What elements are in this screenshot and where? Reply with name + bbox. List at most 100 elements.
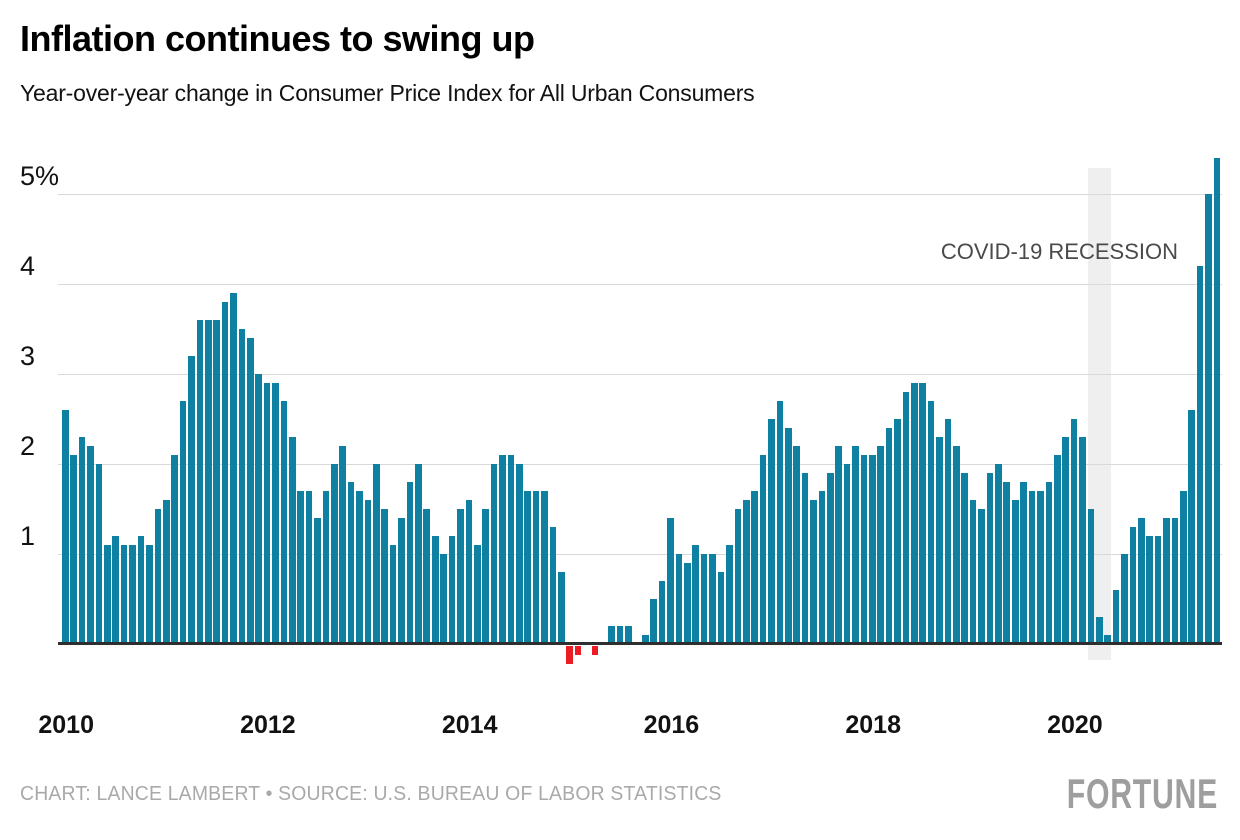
bar-2017-06 xyxy=(810,500,817,644)
bar-2012-02 xyxy=(272,383,279,644)
bar-2012-11 xyxy=(347,482,355,644)
bar-2016-06 xyxy=(709,554,716,644)
bar-2017-10 xyxy=(843,464,851,644)
bar-2010-01 xyxy=(62,410,69,644)
gridline-2 xyxy=(58,464,1222,465)
bar-2010-04 xyxy=(87,446,94,644)
bar-2014-07 xyxy=(515,464,523,644)
bar-2010-07 xyxy=(112,536,120,644)
bar-2012-03 xyxy=(280,401,288,644)
bar-2021-01 xyxy=(1171,518,1179,644)
bar-2013-08 xyxy=(423,509,431,644)
bar-2013-01 xyxy=(364,500,372,644)
bar-2018-05 xyxy=(902,392,910,644)
bar-2016-02 xyxy=(675,554,683,644)
bar-2011-05 xyxy=(196,320,204,644)
bar-2017-09 xyxy=(835,446,842,644)
bar-2013-04 xyxy=(389,545,397,644)
bar-2013-09 xyxy=(431,536,439,644)
bar-2011-09 xyxy=(230,293,237,644)
gridline-3 xyxy=(58,374,1222,375)
bar-2020-10 xyxy=(1146,536,1153,644)
bar-2014-06 xyxy=(507,455,515,644)
bar-2011-06 xyxy=(204,320,212,644)
bar-2018-11 xyxy=(953,446,960,644)
bar-2019-05 xyxy=(1003,482,1011,644)
chart-title: Inflation continues to swing up xyxy=(20,18,535,59)
bar-2018-07 xyxy=(919,383,927,644)
bar-2010-02 xyxy=(70,455,78,644)
bar-2014-02 xyxy=(473,545,481,644)
bar-2020-02 xyxy=(1079,437,1086,644)
bar-2015-07 xyxy=(616,626,624,644)
fortune-logo: FORTUNE xyxy=(1066,770,1218,817)
bar-2010-03 xyxy=(78,437,86,644)
bar-2011-02 xyxy=(171,455,178,644)
bar-2012-05 xyxy=(297,491,305,644)
bar-2013-06 xyxy=(406,482,414,644)
bar-2020-07 xyxy=(1121,554,1128,644)
recession-annotation-label: COVID-19 RECESSION xyxy=(940,239,1178,264)
bar-2011-03 xyxy=(179,401,187,644)
bar-2019-11 xyxy=(1053,455,1061,644)
bar-2012-10 xyxy=(339,446,347,644)
x-tick-label-2020: 2020 xyxy=(1047,711,1103,739)
bar-2015-02 xyxy=(574,646,582,655)
credit-line: CHART: LANCE LAMBERT • SOURCE: U.S. BURE… xyxy=(20,783,722,805)
bar-2015-12 xyxy=(658,581,666,644)
bar-2011-12 xyxy=(255,374,262,644)
bar-2018-06 xyxy=(911,383,918,644)
bar-2010-05 xyxy=(95,464,103,644)
bar-2010-06 xyxy=(104,545,111,644)
bar-2014-12 xyxy=(557,572,565,644)
bar-2016-12 xyxy=(759,455,767,644)
bar-2019-12 xyxy=(1062,437,1069,644)
y-tick-label-1: 1 xyxy=(20,521,36,551)
bar-2019-07 xyxy=(1020,482,1027,644)
bar-2018-01 xyxy=(869,455,876,644)
bar-2019-02 xyxy=(978,509,985,644)
bar-2013-07 xyxy=(415,464,422,644)
bar-2013-03 xyxy=(381,509,389,644)
y-tick-label-4: 4 xyxy=(20,251,36,281)
bar-2019-09 xyxy=(1037,491,1044,644)
bar-2012-01 xyxy=(263,383,271,644)
bar-2018-04 xyxy=(894,419,901,644)
bar-2020-09 xyxy=(1137,518,1145,644)
bar-2019-08 xyxy=(1028,491,1036,644)
bar-2016-03 xyxy=(684,563,691,644)
bar-2011-11 xyxy=(246,338,254,644)
bar-2017-07 xyxy=(818,491,826,644)
bar-2015-04 xyxy=(591,646,599,655)
bar-2014-10 xyxy=(541,491,548,644)
bar-2016-05 xyxy=(700,554,708,644)
bar-2018-10 xyxy=(944,419,952,644)
y-tick-label-5: 5% xyxy=(20,161,60,191)
bar-2017-02 xyxy=(776,401,784,644)
bar-2016-04 xyxy=(692,545,700,644)
bar-2018-12 xyxy=(961,473,969,644)
bar-2010-09 xyxy=(129,545,136,644)
bar-2020-05 xyxy=(1104,635,1111,644)
bar-2014-08 xyxy=(524,491,531,644)
chart-subtitle: Year-over-year change in Consumer Price … xyxy=(20,80,755,106)
bar-2017-08 xyxy=(826,473,834,644)
bar-2017-01 xyxy=(768,419,775,644)
x-tick-label-2018: 2018 xyxy=(845,711,901,739)
bar-2019-03 xyxy=(986,473,994,644)
bar-2015-08 xyxy=(625,626,632,644)
bar-2012-08 xyxy=(322,491,330,644)
bar-2014-11 xyxy=(549,527,557,644)
bar-2018-02 xyxy=(877,446,885,644)
bar-2011-10 xyxy=(238,329,246,644)
x-tick-label-2010: 2010 xyxy=(38,711,94,739)
bar-2020-11 xyxy=(1154,536,1162,644)
bar-2017-12 xyxy=(860,455,868,644)
bar-2021-05 xyxy=(1205,194,1212,644)
bar-2011-08 xyxy=(221,302,229,644)
bar-2016-08 xyxy=(726,545,733,644)
bar-2021-03 xyxy=(1188,410,1196,644)
bar-2021-02 xyxy=(1180,491,1187,644)
